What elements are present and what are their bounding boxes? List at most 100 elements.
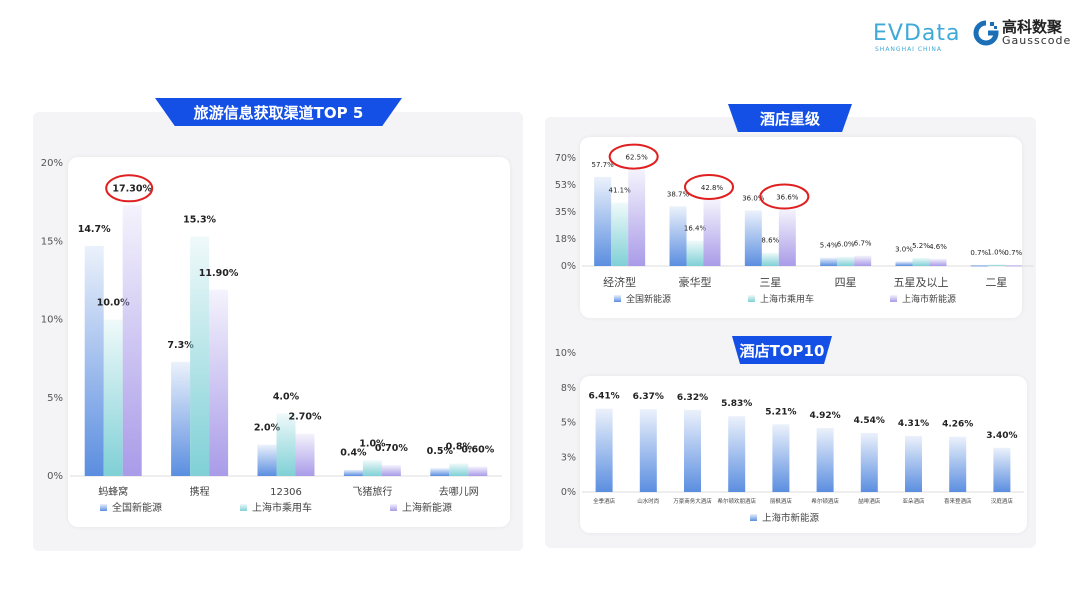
data-label: 6.7% [854,240,872,248]
data-label: 0.5% [427,446,454,457]
data-label: 0.70% [375,443,408,454]
bar [468,466,488,476]
data-label: 5.2% [912,242,930,250]
bar [295,433,315,476]
data-label: 14.7% [78,224,111,235]
bar [686,240,704,266]
data-label: 4.31% [898,419,929,429]
legend-swatch [748,295,755,302]
hotel-star-card [580,137,1022,318]
legend-swatch [750,514,757,521]
x-tick-label: 携程 [190,485,210,498]
y-tick-label: 8% [561,383,576,394]
gausscode-en: Gausscode [1002,34,1072,47]
y-tick-label: 10% [555,348,576,359]
data-label: 36.0% [742,194,765,202]
data-label: 11.90% [199,268,239,279]
data-label: 0.60% [461,445,494,456]
data-label: 4.54% [854,416,885,426]
data-label: 7.3% [167,340,194,351]
data-label: 4.0% [273,391,300,402]
bar [1004,264,1022,267]
highlight-circle [684,173,734,200]
y-tick-label: 15% [41,236,63,247]
data-label: 15.3% [183,215,216,226]
x-tick-label: 喜来登酒店 [944,497,972,505]
data-label: 5.4% [820,242,838,250]
legend-label: 上海市新能源 [762,512,820,524]
y-tick-label: 35% [555,207,576,218]
bar [611,202,629,266]
bar [171,361,191,476]
bar [860,432,878,492]
data-label: 5.83% [721,399,752,409]
y-tick-label: 53% [555,180,576,191]
bar [628,169,646,266]
legend-label: 上海市新能源 [902,293,956,305]
x-tick-label: 希尔顿酒店 [811,497,839,505]
y-tick-label: 0% [47,471,63,482]
hotel-star-title: 酒店星级 [728,104,852,132]
bar [854,255,872,266]
bar [703,199,721,266]
x-tick-label: 蚂蜂窝 [98,485,128,498]
data-label: 6.0% [837,241,855,249]
evdata-logo: EVData SHANGHAI CHINA [873,18,961,54]
bar [449,463,469,476]
y-tick-label: 5% [47,393,63,404]
y-tick-label: 10% [41,315,63,326]
bar [912,257,930,266]
x-tick-label: 去哪儿网 [439,486,479,498]
y-tick-label: 0% [561,487,576,498]
bar [122,205,142,476]
data-label: 6.41% [588,392,619,402]
data-label: 4.6% [929,243,947,251]
bar [595,408,613,492]
evdata-logo-sub: SHANGHAI CHINA [875,46,942,53]
chart-2: 0% 3% 5% 8% 10% 全季酒店 6.41% 山水时尚 6.37% 万豪商务大酒店 6.32… [555,348,1024,524]
highlight-circle [759,183,810,210]
data-label: 8.6% [761,237,779,245]
bar [778,209,796,266]
bar [949,436,967,492]
data-label: 57.7% [592,161,615,169]
bar [728,416,746,492]
gausscode-logo-icon [973,20,999,46]
data-label: 1.0% [987,248,1005,256]
bar [993,447,1011,492]
y-tick-label: 18% [555,234,576,245]
highlight-circle [608,143,659,170]
x-tick-label: 三星 [759,276,781,289]
data-label: 41.1% [609,187,632,195]
data-label: 2.0% [254,423,281,434]
data-label: 0.4% [340,448,367,459]
legend-swatch [240,504,247,511]
data-label: 5.21% [765,407,796,417]
x-tick-label: 二星 [985,276,1007,289]
y-tick-label: 3% [561,452,576,463]
x-tick-label: 山水时尚 [637,497,659,505]
bar [820,257,838,266]
data-label: 6.32% [677,393,708,403]
x-tick-label: 飞猪旅行 [352,485,392,498]
bar [190,236,210,476]
x-tick-label: 希尔顿欢朋酒店 [717,497,756,505]
data-label: 17.30% [112,183,152,194]
data-label: 0.8% [446,441,473,452]
bar [905,435,922,492]
y-tick-label: 70% [555,153,576,164]
bar [761,252,779,266]
x-tick-label: 全季酒店 [593,497,616,505]
bar [103,319,123,476]
data-label: 3.0% [895,245,913,253]
legend-swatch [890,295,897,302]
x-tick-label: 豪华型 [679,275,712,289]
bar [84,245,104,476]
data-label: 16.4% [684,225,707,233]
bar [209,289,229,476]
bar [362,460,382,476]
data-label: 3.40% [986,431,1017,441]
gausscode-logo: 高科数聚 Gausscode [973,18,1071,48]
evdata-logo-text: EVData [873,20,961,46]
